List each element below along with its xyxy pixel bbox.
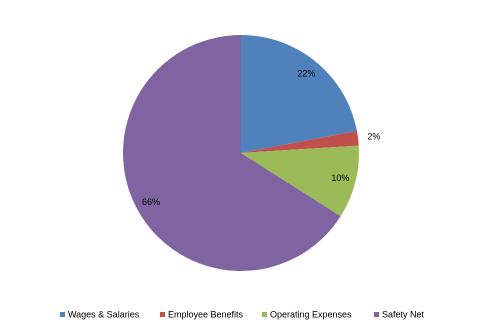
legend-label: Wages & Salaries <box>68 309 140 319</box>
legend-swatch <box>60 312 65 317</box>
data-label: 10% <box>331 173 349 183</box>
legend-swatch <box>374 312 379 317</box>
legend-label: Employee Benefits <box>168 309 244 319</box>
pie-slice <box>241 35 357 153</box>
pie-slice <box>123 35 341 272</box>
legend-label: Operating Expenses <box>270 309 352 319</box>
legend-label: Safety Net <box>382 309 425 319</box>
data-label: 22% <box>297 68 315 78</box>
data-label: 66% <box>142 197 160 207</box>
data-label: 2% <box>367 131 380 141</box>
pie-slice <box>241 130 359 153</box>
legend-swatch <box>262 312 267 317</box>
legend-swatch <box>160 312 165 317</box>
pie-slice <box>241 145 359 217</box>
